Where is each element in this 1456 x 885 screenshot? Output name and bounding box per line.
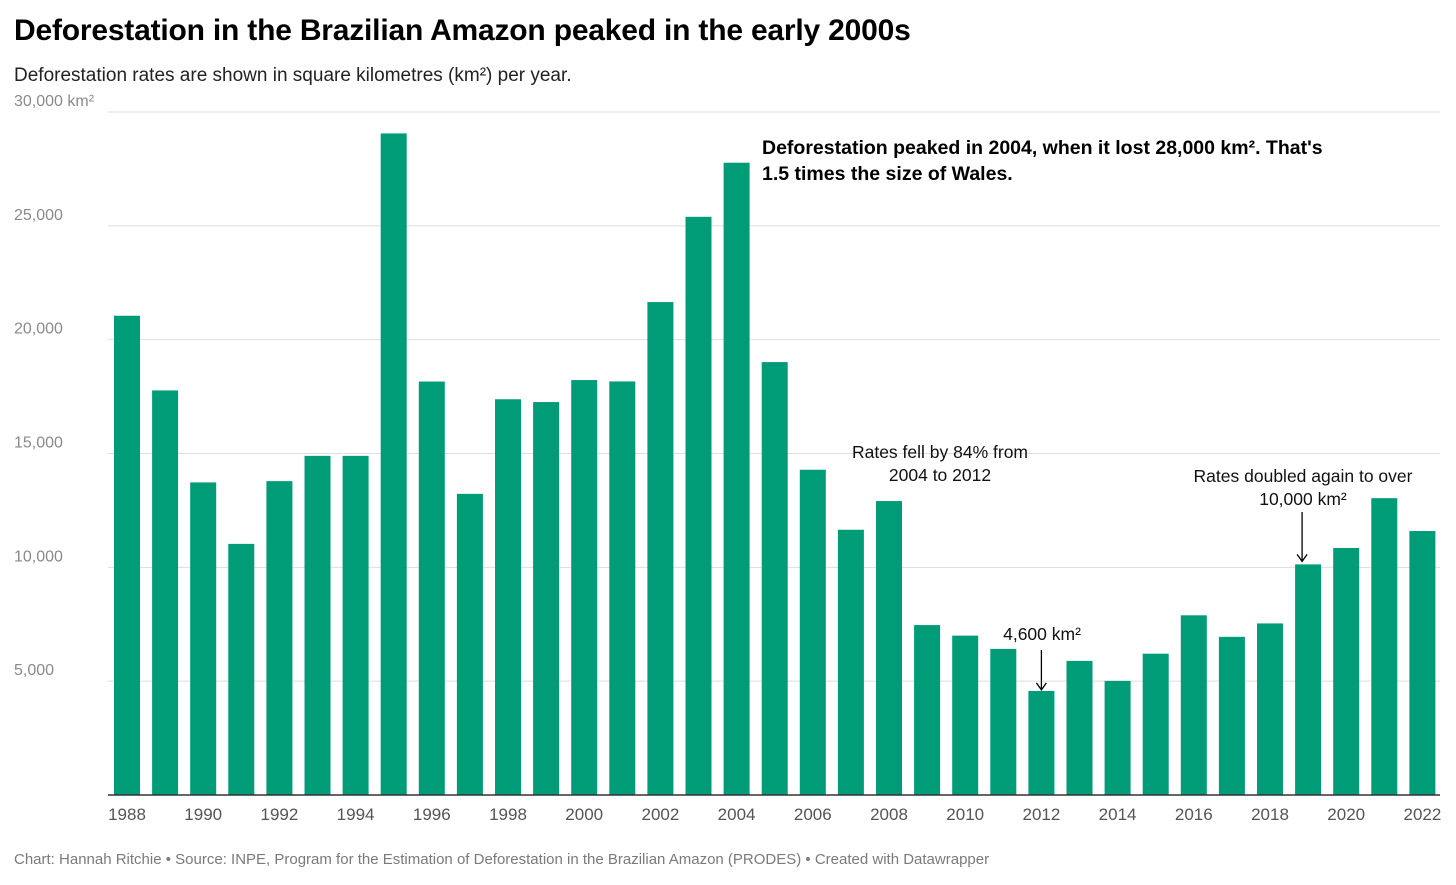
x-tick-label: 2004 <box>718 805 756 824</box>
annotation-1: Deforestation peaked in 2004, when it lo… <box>762 137 1323 185</box>
annotation-line: Rates doubled again to over <box>1194 466 1413 486</box>
chart-subtitle: Deforestation rates are shown in square … <box>14 65 572 86</box>
bar-2020 <box>1333 547 1360 795</box>
x-tick-label: 1990 <box>184 805 222 824</box>
bar-2007 <box>837 529 864 795</box>
annotation-line: 2004 to 2012 <box>889 465 991 485</box>
bar-2021 <box>1371 498 1398 795</box>
x-tick-label: 2022 <box>1403 805 1441 824</box>
bar-2009 <box>914 625 941 795</box>
x-tick-label: 2016 <box>1175 805 1213 824</box>
bar-2017 <box>1218 636 1245 795</box>
chart-title: Deforestation in the Brazilian Amazon pe… <box>14 14 911 47</box>
bar-1988 <box>114 315 140 795</box>
y-tick-label: 10,000 <box>14 548 63 565</box>
x-tick-label: 2010 <box>946 805 984 824</box>
bar-2012 <box>1028 690 1055 795</box>
x-tick-label: 1996 <box>413 805 451 824</box>
x-tick-label: 1992 <box>260 805 298 824</box>
bar-2016 <box>1180 615 1207 795</box>
chart-footer-credit: Chart: Hannah Ritchie • Source: INPE, Pr… <box>14 851 990 868</box>
bar-2018 <box>1257 623 1283 795</box>
annotation-2: Rates fell by 84% from 2004 to 2012 <box>852 442 1028 485</box>
bar-1999 <box>533 402 560 795</box>
y-tick-label: 30,000 km² <box>14 93 95 110</box>
bar-1998 <box>495 399 521 795</box>
bar-2004 <box>723 162 750 796</box>
bar-2006 <box>799 469 826 795</box>
x-tick-label: 1994 <box>337 805 375 824</box>
annotation-line: 1.5 times the size of Wales. <box>762 163 1013 185</box>
bar-2022 <box>1409 531 1436 795</box>
bar-2005 <box>761 362 788 795</box>
x-tick-label: 1988 <box>108 805 146 824</box>
bar-2014 <box>1104 680 1131 795</box>
x-tick-label: 2018 <box>1251 805 1289 824</box>
annotation-line: Deforestation peaked in 2004, when it lo… <box>762 137 1323 159</box>
bar-2002 <box>647 302 674 795</box>
bars <box>114 133 1436 796</box>
bar-1995 <box>380 133 407 795</box>
annotation-line: 10,000 km² <box>1259 489 1347 509</box>
y-tick-label: 20,000 <box>14 321 63 338</box>
bar-1992 <box>266 481 293 795</box>
bar-1991 <box>228 543 255 795</box>
x-tick-label: 2014 <box>1099 805 1137 824</box>
arrow-2012 <box>1035 650 1047 692</box>
bar-1990 <box>190 482 217 795</box>
x-tick-label: 2012 <box>1022 805 1060 824</box>
bar-2011 <box>990 648 1017 795</box>
bar-2010 <box>952 635 979 795</box>
bar-2008 <box>876 501 902 795</box>
y-tick-label: 5,000 <box>14 662 54 679</box>
annotations: Deforestation peaked in 2004, when it lo… <box>762 137 1413 692</box>
arrow-2019 <box>1296 512 1308 563</box>
bar-1989 <box>152 390 179 795</box>
annotation-3: 4,600 km² <box>1003 624 1081 644</box>
bar-2013 <box>1066 660 1093 795</box>
x-tick-label: 2008 <box>870 805 908 824</box>
bar-2015 <box>1142 653 1169 795</box>
bar-1994 <box>342 455 369 795</box>
bar-1996 <box>418 381 445 795</box>
bar-2001 <box>609 381 636 795</box>
y-tick-label: 25,000 <box>14 207 63 224</box>
x-tick-label: 2006 <box>794 805 832 824</box>
bar-1993 <box>304 455 331 795</box>
annotation-line: 4,600 km² <box>1003 624 1081 644</box>
y-axis-ticks: 5,000 10,000 15,000 20,000 25,000 30,000 km² <box>14 93 95 679</box>
annotation-line: Rates fell by 84% from <box>852 442 1028 462</box>
x-tick-label: 2000 <box>565 805 603 824</box>
bar-2003 <box>685 216 712 795</box>
x-tick-label: 1998 <box>489 805 527 824</box>
bar-1997 <box>456 493 483 795</box>
x-axis-ticks: 1988 1990 1992 1994 1996 1998 2000 2002 2004 2006… <box>108 805 1441 824</box>
x-tick-label: 2002 <box>641 805 679 824</box>
x-tick-label: 2020 <box>1327 805 1365 824</box>
y-tick-label: 15,000 <box>14 435 63 452</box>
bar-2019 <box>1295 564 1322 795</box>
annotation-4: Rates doubled again to over 10,000 km² <box>1194 466 1413 509</box>
bar-2000 <box>571 380 598 795</box>
